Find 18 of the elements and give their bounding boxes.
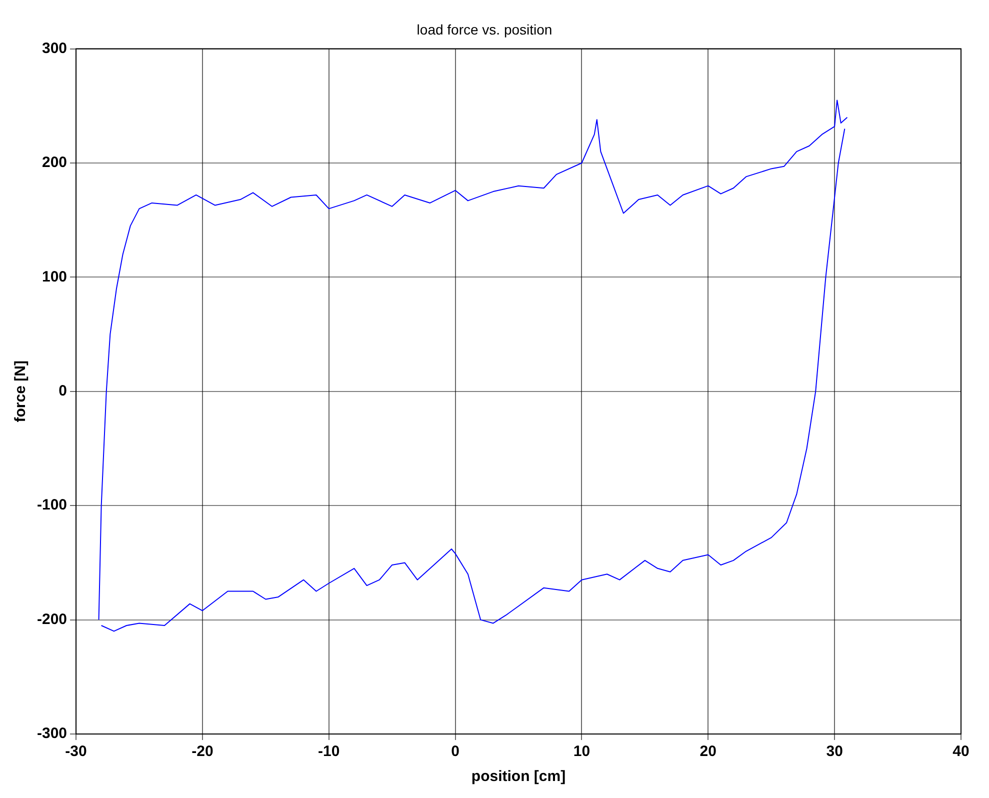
x-tick-label: 40	[952, 743, 970, 760]
chart-title: load force vs. position	[416, 21, 552, 38]
y-tick-label: -200	[36, 610, 68, 628]
y-axis-title: force [N]	[12, 360, 30, 422]
x-tick-label: 0	[451, 743, 460, 760]
y-tick-label: -300	[36, 725, 68, 742]
y-tick-label: 100	[42, 268, 68, 286]
x-tick-label: 10	[573, 743, 590, 760]
x-tick-label: 20	[700, 743, 716, 760]
y-tick-label: 300	[42, 40, 68, 57]
y-tick-label: -100	[36, 496, 68, 514]
x-tick-label: -30	[65, 743, 87, 760]
y-tick-label: 0	[58, 382, 68, 400]
x-tick-label: -10	[318, 743, 340, 760]
x-tick-label: 30	[826, 743, 843, 760]
x-axis-title: position [cm]	[471, 768, 566, 786]
y-tick-label: 200	[42, 154, 68, 172]
x-tick-label: -20	[192, 743, 214, 760]
